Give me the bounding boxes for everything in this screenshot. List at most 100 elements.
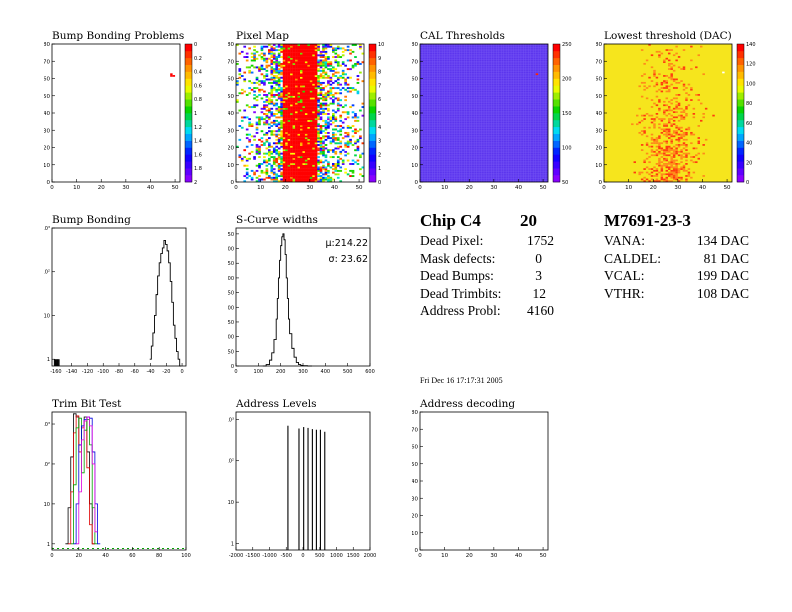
pixel-cell xyxy=(277,92,281,95)
lowest-threshold-panel: 0 10 20 30 40 50 0 10 20 30 40 50 60 70 80 0 20 40 60 80 100… xyxy=(595,30,766,192)
pixel-cell xyxy=(309,111,313,114)
pixel-cell xyxy=(292,75,296,77)
low-threshold-cell xyxy=(675,131,678,134)
pixel-cell xyxy=(312,156,315,159)
low-threshold-cell xyxy=(692,107,696,110)
pixel-cell xyxy=(307,114,311,117)
low-threshold-cell xyxy=(675,59,678,62)
pixel-cell xyxy=(344,171,347,174)
pixel-cell xyxy=(341,106,345,109)
y-tick-label: 70 xyxy=(412,427,418,433)
low-threshold-cell xyxy=(643,118,646,120)
pixel-cell xyxy=(300,171,303,174)
pixel-cell xyxy=(248,92,251,95)
pixel-cell xyxy=(248,118,251,121)
pixel-cell xyxy=(277,164,281,167)
pixel-cell xyxy=(275,56,279,58)
low-threshold-cell xyxy=(685,169,688,172)
pixel-cell xyxy=(260,144,264,146)
low-threshold-cell xyxy=(663,81,666,84)
low-threshold-cell xyxy=(670,83,673,86)
pixel-cell xyxy=(282,66,286,69)
pixel-cell xyxy=(317,137,320,140)
pixel-cell xyxy=(314,176,318,179)
low-threshold-cell xyxy=(650,168,654,170)
pixel-cell xyxy=(300,106,303,109)
low-threshold-cell xyxy=(670,156,673,158)
low-threshold-cell xyxy=(672,64,676,67)
pixel-cell xyxy=(339,180,343,183)
x-tick-label: 0 xyxy=(234,185,238,191)
pixel-cell xyxy=(334,87,338,90)
pixel-cell xyxy=(272,80,276,83)
pixel-cell xyxy=(317,166,320,169)
pixel-cell xyxy=(275,107,279,110)
pixel-cell xyxy=(287,83,291,86)
y-tick-label: 450 xyxy=(228,232,234,238)
pixel-cell xyxy=(290,104,293,107)
pixel-cell xyxy=(265,78,269,81)
low-threshold-cell xyxy=(638,131,641,134)
chip-row-value: 4160 xyxy=(527,303,554,318)
pixel-cell xyxy=(270,166,274,169)
pixel-cell xyxy=(240,92,244,95)
pixel-cell xyxy=(270,150,274,153)
pixel-cell xyxy=(282,175,286,178)
low-threshold-cell xyxy=(690,45,693,48)
low-threshold-cell xyxy=(653,166,656,169)
pixel-cell xyxy=(309,52,313,55)
pixel-cell xyxy=(263,171,266,174)
bump-bonding-panel: -160-140-120-100-80-60-40-20011010²10³ B… xyxy=(42,214,194,376)
pixel-cell xyxy=(332,99,335,102)
pixel-cell xyxy=(341,137,345,140)
pixel-cell xyxy=(317,49,320,52)
pixel-cell xyxy=(309,176,313,179)
pixel-cell xyxy=(319,76,323,79)
pixel-cell xyxy=(300,80,303,83)
pixel-cell xyxy=(309,92,313,95)
pixel-cell xyxy=(317,64,320,67)
pixel-cell xyxy=(258,123,261,126)
pixel-cell xyxy=(334,97,338,100)
pixel-cell xyxy=(268,126,271,129)
pixel-cell xyxy=(336,173,340,176)
pixel-cell xyxy=(285,154,288,157)
pixel-cell xyxy=(334,52,338,55)
palette-cell xyxy=(553,78,560,86)
pixel-cell xyxy=(351,50,355,53)
pixel-cell xyxy=(312,47,315,50)
low-threshold-cell xyxy=(672,150,676,153)
pixel-cell xyxy=(275,69,279,72)
pixel-cell xyxy=(324,138,328,141)
pixel-cell xyxy=(322,71,325,74)
pixel-cell xyxy=(290,47,293,50)
pixel-cell xyxy=(263,152,266,155)
x-tick-label: 40 xyxy=(515,553,522,559)
pixel-cell xyxy=(260,88,264,91)
pixel-cell xyxy=(302,175,306,178)
pixel-cell xyxy=(295,97,298,100)
pixel-cell xyxy=(282,150,286,153)
pixel-cell xyxy=(282,171,286,174)
pixel-cell xyxy=(280,114,283,117)
pixel-cell xyxy=(314,95,318,98)
pixel-cell xyxy=(304,125,308,127)
pixel-cell xyxy=(304,157,308,160)
palette-cell xyxy=(369,147,376,155)
pixel-cell xyxy=(304,81,308,84)
pixel-cell xyxy=(314,90,318,93)
low-threshold-cell xyxy=(668,106,671,108)
pixel-cell xyxy=(324,44,328,46)
y-tick-label: 100 xyxy=(228,335,234,341)
pixel-cell xyxy=(268,137,271,140)
pixel-cell xyxy=(307,88,311,91)
pixel-cell xyxy=(302,128,306,131)
bump-bonding-problems-title: Bump Bonding Problems xyxy=(52,30,185,42)
pixel-cell xyxy=(304,144,308,146)
pixel-cell xyxy=(359,44,362,46)
low-threshold-cell xyxy=(680,135,683,138)
pixel-cell xyxy=(292,150,296,153)
low-threshold-cell xyxy=(677,104,681,107)
pixel-cell xyxy=(300,95,303,98)
pixel-cell xyxy=(292,125,296,127)
